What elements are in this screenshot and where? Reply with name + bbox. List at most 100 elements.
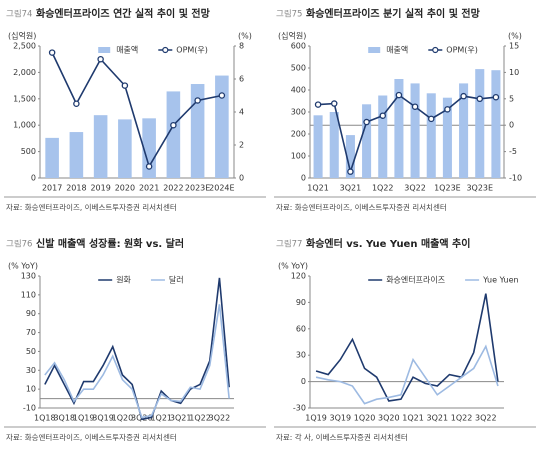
figure-label: 그림74 xyxy=(6,9,32,20)
figure-label: 그림77 xyxy=(276,239,302,250)
y2-tick-label: 5 xyxy=(509,94,514,103)
y-tick-label: -10 xyxy=(23,404,36,413)
line xyxy=(315,344,499,405)
x-tick-label: 2024E xyxy=(209,184,234,193)
y2-tick-label: 8 xyxy=(239,42,244,51)
x-tick-label: 1Q19 xyxy=(73,414,95,423)
y-tick-label: 200 xyxy=(291,130,306,139)
y-tick-label: 110 xyxy=(21,290,36,299)
bar xyxy=(118,119,132,178)
bar xyxy=(345,135,355,178)
y-tick-label: 2,000 xyxy=(13,68,36,77)
y-axis-label: (% YoY) xyxy=(8,262,38,271)
y-tick-label: 90 xyxy=(26,309,36,318)
y2-tick-label: -5 xyxy=(509,147,517,156)
x-tick-label: 1Q22 xyxy=(372,184,394,193)
y-tick-label: 300 xyxy=(291,108,306,117)
y-tick-label: 0 xyxy=(31,174,36,183)
y2-tick-label: -10 xyxy=(509,174,522,183)
line-marker xyxy=(170,121,177,129)
x-tick-label: 1Q21 xyxy=(402,414,424,423)
y2-tick-label: 15 xyxy=(509,42,519,51)
bar xyxy=(475,69,485,178)
line-marker xyxy=(194,97,201,104)
x-tick-label: 1Q21 xyxy=(150,414,172,423)
line-marker xyxy=(330,100,338,107)
line xyxy=(51,52,223,169)
y-tick-label: -30 xyxy=(293,404,306,413)
chart-title: 신발 매출액 성장률: 원화 vs. 달러 xyxy=(36,237,184,250)
y2-axis-label: (%) xyxy=(508,32,522,41)
bar xyxy=(166,91,181,178)
line-marker xyxy=(411,103,419,110)
y2-tick-label: 0 xyxy=(509,121,514,130)
bar xyxy=(362,104,372,178)
x-tick-label: 2017 xyxy=(42,184,62,193)
x-tick-label: 1Q23E xyxy=(434,184,461,193)
x-tick-label: 1Q22 xyxy=(451,414,473,423)
x-tick-label: 3Q22 xyxy=(475,414,497,423)
line-marker xyxy=(476,95,483,103)
x-tick-label: 1Q21 xyxy=(307,184,329,193)
line-marker xyxy=(347,168,354,175)
y-tick-label: 120 xyxy=(291,272,306,281)
legend-label: 매출액 xyxy=(116,45,138,55)
y-tick-label: 90 xyxy=(296,298,306,307)
legend-label: 달러 xyxy=(169,276,184,285)
line-marker xyxy=(379,112,386,119)
line xyxy=(318,94,496,175)
source: 자료: 각 사, 이베스트투자증권 리서치센터 xyxy=(276,432,408,442)
bar xyxy=(378,95,388,178)
legend-marker xyxy=(432,46,439,54)
bar xyxy=(329,112,339,178)
line-marker xyxy=(218,92,226,99)
line-marker xyxy=(73,100,80,108)
y-axis-label: (% YoY) xyxy=(278,262,308,271)
x-tick-label: 3Q22 xyxy=(209,414,231,423)
x-tick-label: 1Q22 xyxy=(189,414,211,423)
x-tick-label: 1Q19 xyxy=(305,414,327,423)
x-tick-label: 3Q22 xyxy=(404,184,426,193)
chart-title: 화승엔터프라이즈 연간 실적 추이 및 전망 xyxy=(36,7,211,20)
y-tick-label: 1,000 xyxy=(13,121,36,130)
line xyxy=(315,293,499,402)
legend-swatch xyxy=(98,47,111,53)
bar xyxy=(394,79,404,178)
x-tick-label: 3Q21 xyxy=(340,184,362,193)
x-tick-label: 2019 xyxy=(90,184,110,193)
y-tick-label: 70 xyxy=(26,328,36,337)
line xyxy=(44,304,230,419)
line-marker xyxy=(444,106,451,113)
y2-tick-label: 4 xyxy=(239,108,244,117)
x-tick-label: 3Q21 xyxy=(427,414,449,423)
x-tick-label: 2020 xyxy=(115,184,135,193)
bar xyxy=(93,115,108,178)
y-axis-label: (십억원) xyxy=(278,31,306,41)
x-tick-label: 1Q20 xyxy=(112,414,134,423)
x-tick-label: 2022 xyxy=(163,184,183,193)
x-tick-label: 1Q20 xyxy=(354,414,376,423)
x-tick-label: 2023E xyxy=(185,184,210,193)
y-tick-label: 130 xyxy=(21,272,36,281)
line-marker xyxy=(145,163,153,170)
legend-label: OPM(우) xyxy=(176,46,208,55)
bar xyxy=(426,93,436,178)
line-marker xyxy=(121,82,129,89)
source: 자료: 화승엔터프라이즈, 이베스트투자증권 리서치센터 xyxy=(6,432,177,442)
chart-title: 화승엔터 vs. Yue Yuen 매출액 추이 xyxy=(306,237,470,250)
bar xyxy=(45,137,59,178)
legend-label: Yue Yuen xyxy=(482,276,519,285)
y-tick-label: 30 xyxy=(296,351,306,360)
y-tick-label: 2,500 xyxy=(13,42,36,51)
y-tick-label: 1,500 xyxy=(13,94,36,103)
y-tick-label: 500 xyxy=(21,147,36,156)
x-tick-label: 2018 xyxy=(66,184,86,193)
x-tick-label: 3Q21 xyxy=(170,414,192,423)
y-tick-label: 30 xyxy=(26,366,36,375)
y2-tick-label: 2 xyxy=(239,141,244,150)
bar xyxy=(459,83,469,178)
y2-tick-label: 6 xyxy=(239,75,244,84)
legend-marker xyxy=(162,46,169,54)
legend-swatch xyxy=(368,47,381,53)
y2-axis-label: (%) xyxy=(238,32,252,41)
